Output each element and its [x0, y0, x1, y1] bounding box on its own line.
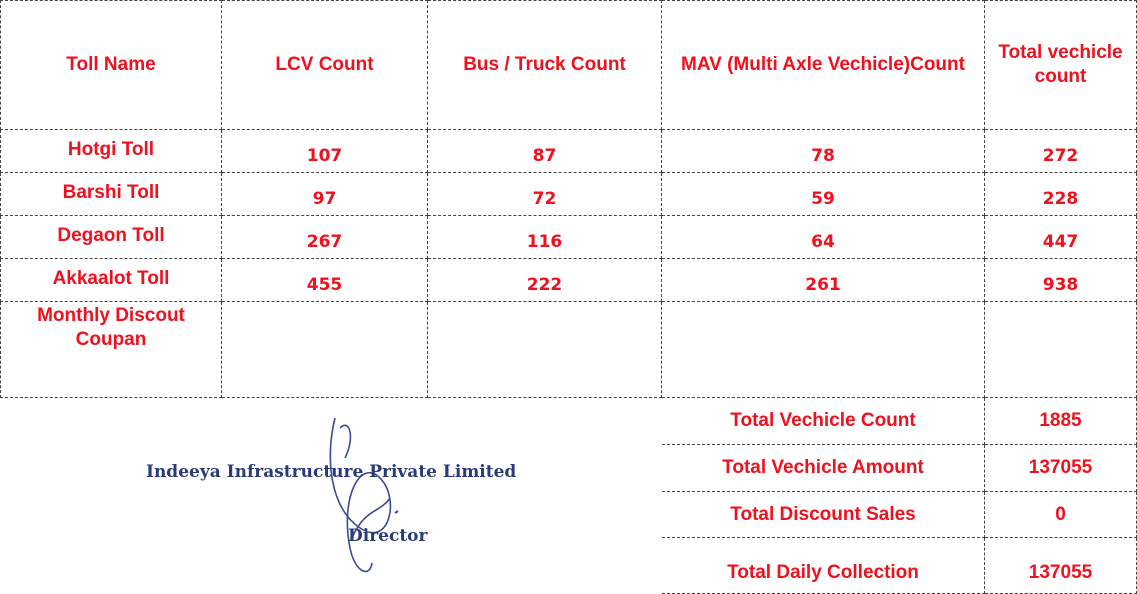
summary-value-text: 0: [1055, 503, 1066, 525]
signature-scribble: [329, 417, 399, 573]
header-cell: Bus / Truck Count: [428, 0, 662, 130]
header-cell-text: LCV Count: [275, 54, 374, 75]
value-cell-text: 64: [811, 232, 835, 252]
value-cell: 447: [985, 216, 1137, 259]
value-cell: [428, 302, 662, 398]
value-cell-text: 447: [1042, 232, 1079, 252]
header-cell-text: Toll Name: [66, 54, 156, 75]
row-name: Monthly Discout Coupan: [0, 302, 222, 398]
stamp-title: Director: [348, 526, 428, 546]
summary-label-text: Total Daily Collection: [727, 561, 919, 583]
value-cell-text: 72: [532, 189, 557, 209]
summary-label: Total Discount Sales: [662, 492, 985, 538]
value-cell: 87: [428, 130, 662, 173]
summary-value-text: 1885: [1039, 410, 1082, 431]
row-name-text: Hotgi Toll: [67, 139, 155, 160]
value-cell: 228: [985, 173, 1137, 216]
summary-label-text: Total Vechicle Amount: [722, 457, 924, 478]
value-cell-text: 97: [312, 189, 337, 209]
value-cell-text: 267: [306, 232, 343, 252]
header-cell: LCV Count: [222, 0, 428, 130]
summary-label-text: Total Vechicle Count: [730, 410, 916, 431]
value-cell: 59: [662, 173, 985, 216]
value-cell-text: 87: [532, 146, 557, 166]
row-name: Akkaalot Toll: [0, 259, 222, 302]
value-cell: 222: [428, 259, 662, 302]
value-cell: [222, 302, 428, 398]
value-cell-text: 116: [526, 232, 563, 252]
value-cell-text: 455: [306, 275, 343, 295]
summary-label: Total Daily Collection: [662, 538, 985, 594]
summary-value: 1885: [985, 398, 1137, 445]
row-name-text: Monthly Discout Coupan: [37, 305, 185, 350]
value-cell: 261: [662, 259, 985, 302]
row-name: Barshi Toll: [0, 173, 222, 216]
value-cell: [985, 302, 1137, 398]
value-cell: 78: [662, 130, 985, 173]
value-cell-text: 272: [1042, 146, 1079, 166]
header-cell: Toll Name: [0, 0, 222, 130]
value-cell-text: 107: [306, 146, 343, 166]
header-cell: Total vechicle count: [985, 0, 1137, 130]
value-cell: 455: [222, 259, 428, 302]
value-cell: 272: [985, 130, 1137, 173]
value-cell: 64: [662, 216, 985, 259]
row-name-text: Barshi Toll: [62, 182, 160, 203]
row-name: Degaon Toll: [0, 216, 222, 259]
value-cell: 72: [428, 173, 662, 216]
value-cell: 107: [222, 130, 428, 173]
summary-label: Total Vechicle Amount: [662, 445, 985, 492]
row-name-text: Degaon Toll: [57, 225, 165, 246]
value-cell-text: 938: [1042, 275, 1079, 295]
row-name: Hotgi Toll: [0, 130, 222, 173]
value-cell-text: 261: [805, 275, 841, 295]
summary-label-text: Total Discount Sales: [730, 503, 916, 525]
value-cell: [662, 302, 985, 398]
value-cell-text: 222: [526, 275, 563, 295]
header-cell-text: MAV (Multi Axle Vechicle)Count: [681, 54, 965, 75]
row-name-text: Akkaalot Toll: [52, 268, 170, 289]
value-cell: 938: [985, 259, 1137, 302]
value-cell: 267: [222, 216, 428, 259]
value-cell-text: 78: [811, 146, 835, 166]
header-cell-text: Total vechicle count: [998, 42, 1123, 87]
summary-value: 0: [985, 492, 1137, 538]
stamp-company: Indeeya Infrastructure Private Limited: [146, 462, 517, 482]
summary-value: 137055: [985, 445, 1137, 492]
value-cell: 97: [222, 173, 428, 216]
summary-value: 137055: [985, 538, 1137, 594]
header-cell-text: Bus / Truck Count: [463, 54, 626, 75]
header-cell: MAV (Multi Axle Vechicle)Count: [662, 0, 985, 130]
value-cell: 116: [428, 216, 662, 259]
summary-value-text: 137055: [1028, 457, 1093, 478]
value-cell-text: 59: [811, 189, 835, 209]
summary-value-text: 137055: [1028, 561, 1093, 583]
value-cell-text: 228: [1042, 189, 1079, 209]
summary-label: Total Vechicle Count: [662, 398, 985, 445]
